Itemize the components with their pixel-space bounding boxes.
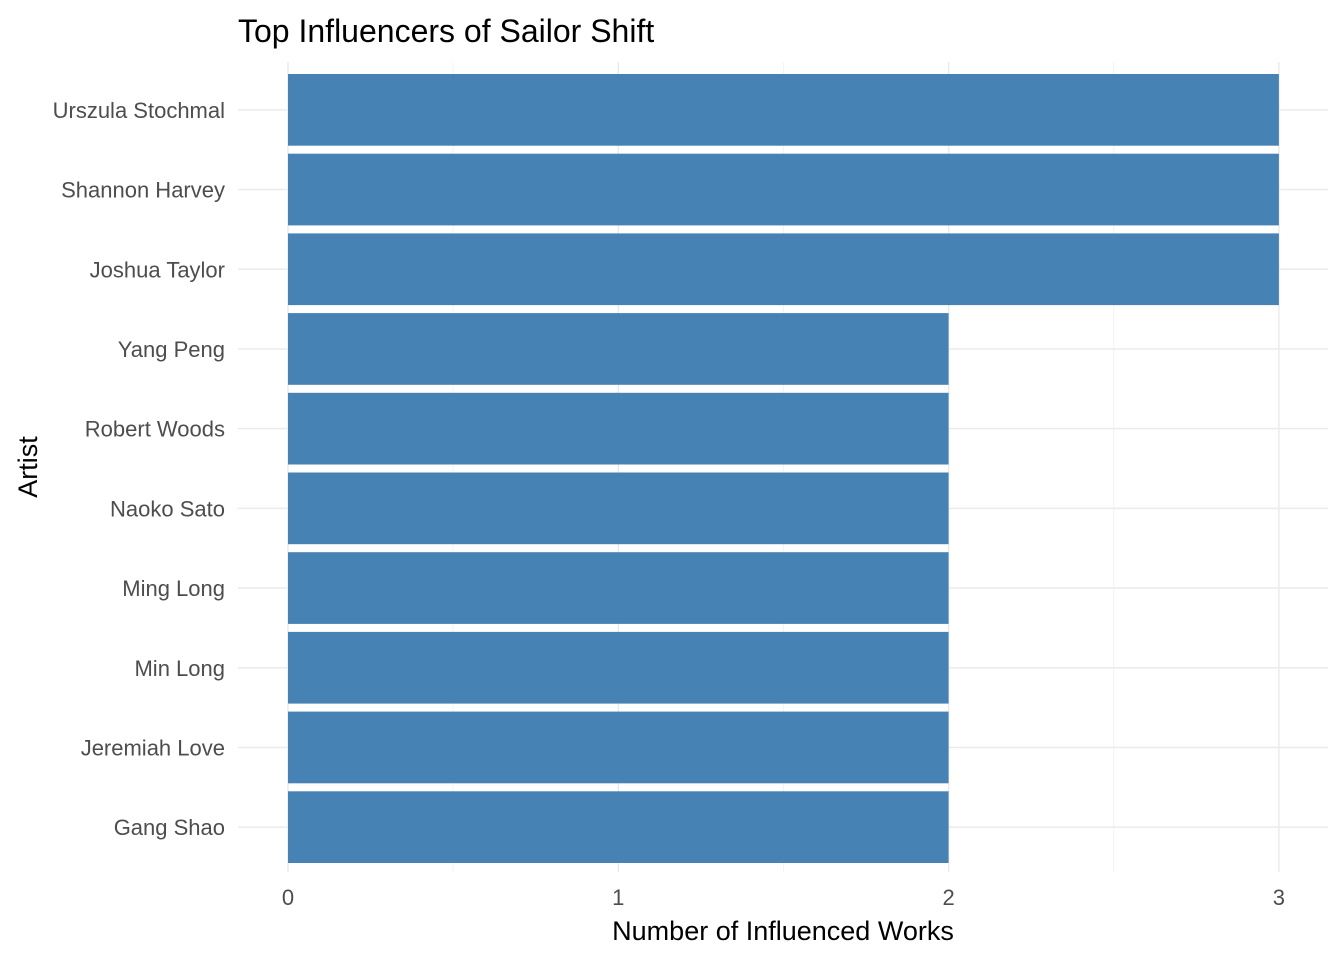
y-tick-label: Joshua Taylor [90,257,225,282]
bars [288,74,1279,863]
bar [288,74,1279,146]
x-tick-labels: 0 1 2 3 [282,885,1285,910]
y-tick-label: Gang Shao [114,815,225,840]
bar [288,552,949,624]
x-tick-label: 0 [282,885,294,910]
y-tick-label: Urszula Stochmal [53,98,225,123]
y-tick-label: Yang Peng [118,337,225,362]
y-tick-label: Ming Long [122,576,225,601]
y-tick-label: Jeremiah Love [81,735,225,760]
bar [288,472,949,545]
bar [288,631,949,704]
y-tick-label: Min Long [134,656,225,681]
bar [288,392,949,465]
bar [288,791,949,863]
chart-title: Top Influencers of Sailor Shift [238,13,654,49]
y-tick-labels: Urszula Stochmal Shannon Harvey Joshua Tay… [53,98,225,840]
y-axis-title: Artist [13,436,43,498]
bar [288,233,1279,306]
x-tick-label: 2 [942,885,954,910]
bar [288,711,949,784]
y-tick-label: Robert Woods [85,417,225,442]
x-tick-label: 1 [612,885,624,910]
x-tick-label: 3 [1273,885,1285,910]
bar [288,153,1279,226]
y-tick-label: Naoko Sato [110,496,225,521]
x-axis-title: Number of Influenced Works [612,916,954,946]
y-tick-label: Shannon Harvey [61,178,225,203]
bar [288,313,949,385]
